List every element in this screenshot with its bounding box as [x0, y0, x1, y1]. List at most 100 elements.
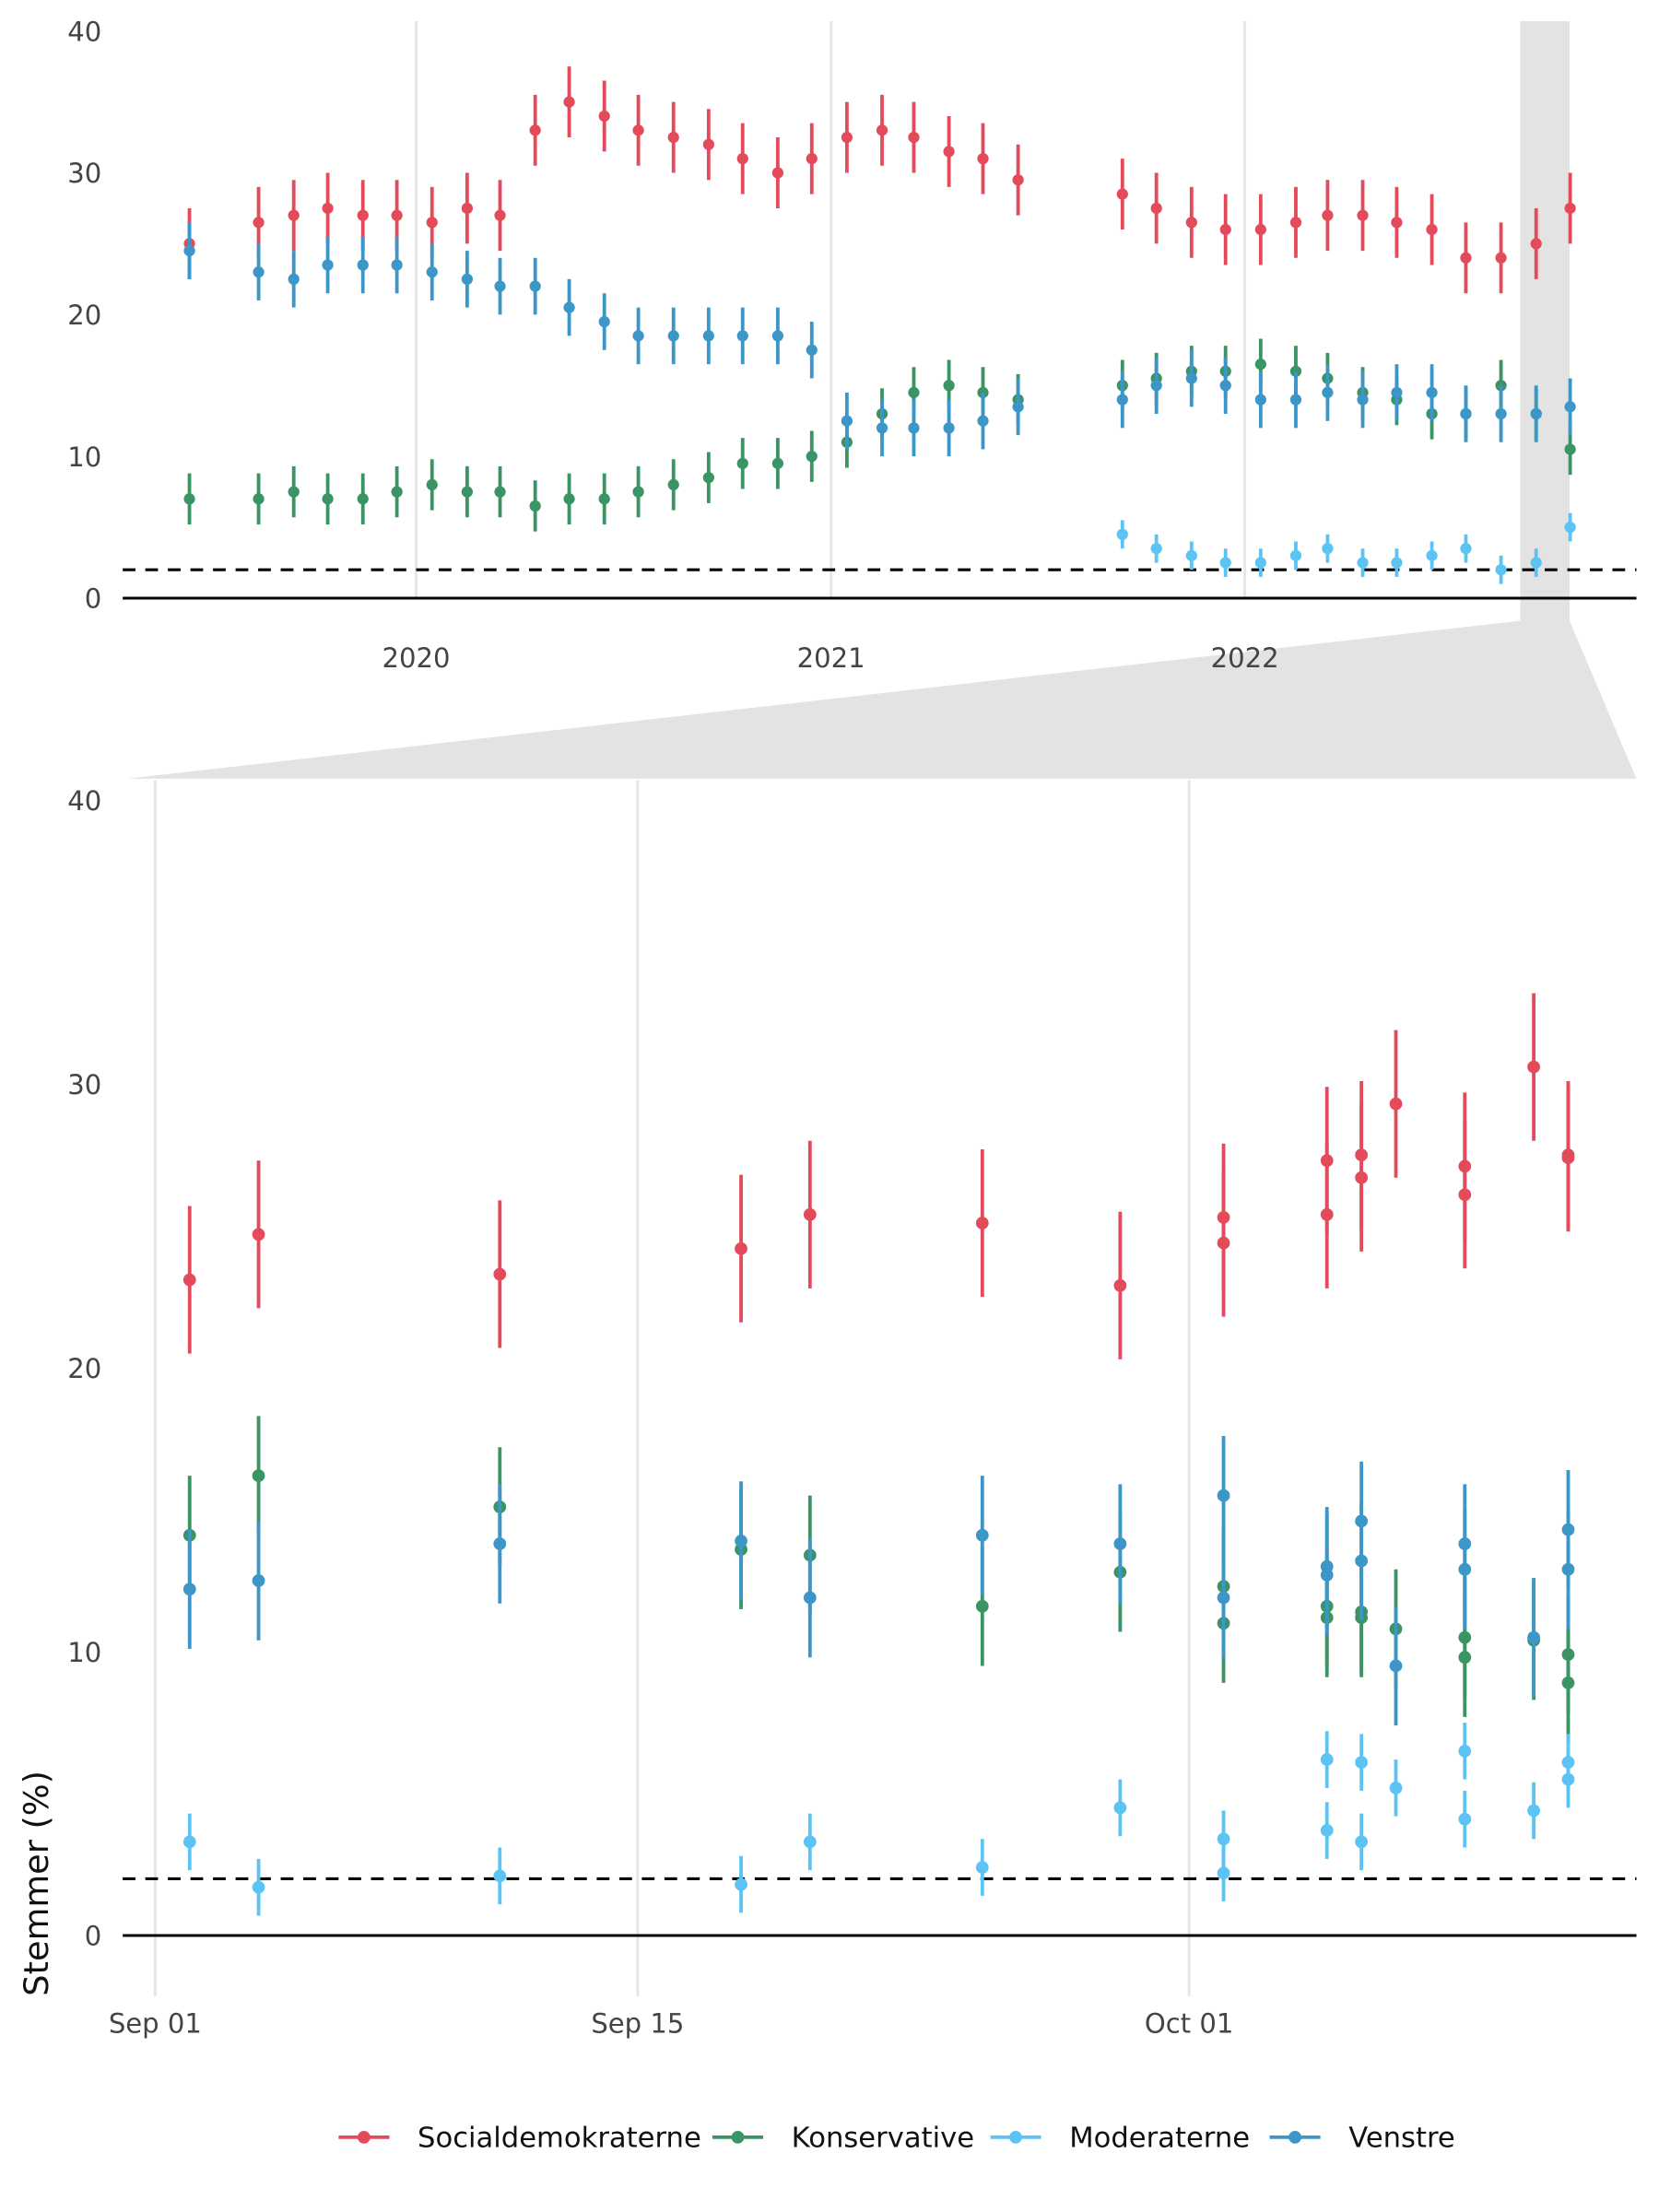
data-point [667, 131, 679, 144]
data-point [1185, 372, 1197, 384]
data-point [253, 217, 265, 229]
data-point [1322, 543, 1334, 555]
data-point [1219, 380, 1231, 392]
data-point [1217, 1866, 1230, 1880]
data-point [1391, 217, 1403, 229]
highlight-band [1520, 20, 1570, 621]
data-point [1460, 543, 1472, 555]
data-point [977, 415, 989, 427]
data-point [183, 244, 195, 257]
data-point [253, 266, 265, 278]
data-point [357, 259, 369, 271]
data-point [322, 493, 334, 505]
data-point [1150, 380, 1162, 392]
data-point [598, 110, 610, 123]
data-point [288, 486, 300, 498]
data-point [943, 380, 955, 392]
y-tick-label: 20 [67, 300, 101, 331]
data-point [1527, 1804, 1540, 1818]
data-point [1217, 1591, 1230, 1605]
legend-marker [731, 2130, 745, 2144]
data-point [1426, 223, 1438, 236]
data-point [1355, 1835, 1369, 1849]
data-point [1357, 394, 1369, 406]
data-point [1320, 1569, 1334, 1582]
data-point [1564, 202, 1576, 215]
zoom-panel: Sep 01 Sep 15 Oct 01 0 10 20 30 40 [67, 780, 1637, 2040]
legend-label: Venstre [1348, 2123, 1455, 2155]
data-point [1320, 1753, 1334, 1766]
data-point [494, 209, 506, 221]
data-point [1460, 252, 1472, 264]
data-point [632, 124, 644, 136]
data-point [182, 1273, 196, 1287]
series-moderaterne [1116, 512, 1576, 584]
data-point [1320, 1207, 1334, 1221]
data-point [667, 478, 679, 491]
series-socialdemokraterne [183, 66, 1576, 294]
data-point [806, 152, 818, 165]
data-point [391, 486, 403, 498]
data-point [391, 259, 403, 271]
data-point [735, 1535, 747, 1547]
data-point [1357, 209, 1369, 221]
data-point [1561, 1151, 1575, 1165]
data-point [461, 273, 474, 285]
data-point [702, 138, 714, 150]
data-point [1426, 549, 1438, 561]
data-point [1391, 557, 1403, 569]
data-point [288, 209, 300, 221]
data-point [563, 493, 575, 505]
y-tick-label: 10 [67, 1637, 101, 1668]
legend-label: Socialdemokraterne [418, 2123, 701, 2155]
y-tick-label: 30 [67, 158, 101, 189]
data-point [182, 1583, 196, 1596]
data-point [908, 131, 920, 144]
data-point [702, 330, 714, 342]
data-point [322, 202, 334, 215]
y-tick-label: 40 [67, 16, 101, 47]
data-point [1389, 1781, 1403, 1794]
legend-marker [358, 2130, 371, 2144]
data-point [252, 1880, 265, 1894]
data-point [1254, 557, 1266, 569]
zoom-highlight [126, 20, 1637, 779]
data-point [1458, 1562, 1472, 1576]
data-point [1561, 1562, 1575, 1576]
series-konservative [182, 1416, 1575, 1743]
data-point [1116, 188, 1128, 200]
data-point [1530, 238, 1542, 250]
data-point [1254, 394, 1266, 406]
data-point [975, 1861, 989, 1874]
data-point [1527, 1630, 1540, 1644]
data-point [461, 486, 474, 498]
data-point [943, 422, 955, 434]
data-point [426, 266, 438, 278]
legend-marker [1009, 2130, 1022, 2144]
data-point [1217, 1832, 1230, 1846]
data-point [494, 280, 506, 292]
data-point [1458, 1744, 1472, 1758]
data-point [1561, 1677, 1575, 1689]
y-tick-label: 40 [67, 785, 101, 817]
data-point [1355, 1756, 1369, 1770]
data-point [1012, 401, 1024, 413]
data-point [943, 146, 955, 158]
legend-item: Venstre [1269, 2123, 1455, 2155]
data-point [494, 486, 506, 498]
data-point [288, 273, 300, 285]
data-point [1289, 549, 1302, 561]
data-point [1495, 407, 1507, 420]
data-point [1355, 1171, 1369, 1184]
data-point [908, 386, 920, 399]
y-tick-label: 30 [67, 1069, 101, 1100]
data-point [1254, 359, 1266, 371]
data-point [493, 1267, 507, 1281]
data-point [975, 1599, 989, 1613]
data-point [529, 500, 541, 512]
data-point [1391, 386, 1403, 399]
data-point [736, 457, 748, 469]
data-point [493, 1869, 507, 1883]
data-point [1495, 564, 1507, 576]
data-point [563, 301, 575, 313]
